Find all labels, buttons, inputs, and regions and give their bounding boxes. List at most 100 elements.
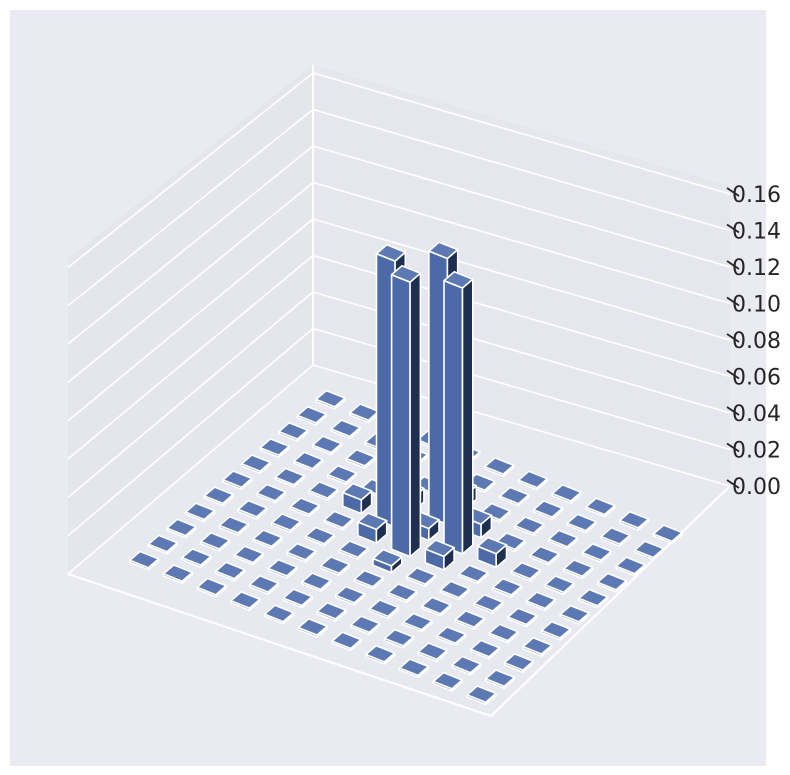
bar	[181, 548, 212, 569]
bar	[439, 580, 471, 601]
bar	[618, 510, 650, 531]
gridline-back	[312, 181, 731, 305]
bar	[222, 470, 253, 491]
bar-top-face	[600, 526, 631, 545]
bar-top-face	[529, 545, 560, 564]
bar	[491, 577, 523, 598]
bar-top-face	[338, 540, 369, 559]
bar	[436, 626, 467, 647]
z-tick	[726, 260, 740, 270]
bar-top-face	[491, 577, 523, 596]
bar-top-face	[368, 599, 400, 618]
bar	[451, 655, 482, 676]
bar	[341, 482, 373, 515]
bar-side-face	[461, 278, 474, 555]
z-tick-label: 0.12	[732, 256, 781, 281]
gridline-left	[67, 254, 314, 460]
bar-top-face	[341, 482, 373, 501]
bar	[473, 593, 504, 614]
bar-top-face	[522, 636, 553, 655]
bar	[405, 567, 437, 588]
bar	[540, 620, 572, 641]
bar	[252, 529, 283, 550]
bar	[469, 639, 501, 660]
bar-top-face	[517, 470, 549, 489]
z-tick-label: 0.04	[732, 402, 781, 427]
bar	[532, 500, 564, 521]
bar-top-face	[218, 515, 249, 534]
bar	[365, 644, 396, 665]
bar-top-face	[466, 685, 497, 704]
bar-top-face	[278, 421, 309, 440]
bar	[345, 448, 376, 469]
bar	[200, 531, 231, 552]
bar	[147, 534, 178, 555]
z-tick-label: 0.16	[732, 183, 781, 208]
bar	[417, 642, 448, 663]
bar-top-face	[398, 658, 430, 677]
bar-top-face	[301, 572, 332, 591]
bar	[443, 270, 474, 555]
bar	[330, 419, 361, 440]
bar	[326, 464, 358, 485]
floor-edge-right	[490, 485, 731, 717]
bar-top-face	[551, 483, 582, 502]
bar-top-face	[323, 510, 354, 529]
z-tick-label: 0.02	[732, 439, 781, 464]
bar-top-face	[203, 486, 234, 505]
bar	[581, 543, 613, 564]
bar	[255, 483, 287, 504]
bar-top-face	[454, 610, 486, 628]
z-tick-label: 0.06	[732, 366, 781, 391]
bar	[248, 574, 280, 595]
bar-top-face	[353, 569, 384, 588]
bar	[424, 539, 455, 571]
bar-top-face	[330, 419, 361, 438]
gridline-back	[312, 108, 731, 232]
bar	[600, 526, 631, 547]
bar	[297, 617, 329, 638]
bar	[184, 502, 216, 523]
bar-top-face	[267, 558, 298, 577]
bar-top-face	[357, 512, 388, 531]
bar	[559, 604, 590, 625]
bar-top-face	[503, 653, 534, 671]
bar-top-face	[293, 451, 324, 470]
bar-front-face	[443, 279, 464, 555]
bar-top-face	[233, 545, 265, 564]
bar	[402, 612, 433, 633]
bar	[237, 499, 268, 520]
bar-top-face	[405, 567, 437, 585]
bar	[420, 596, 452, 617]
z-axis: 0.00 0.02 0.04 0.06 0.08 0.10 0.12 0.14 0.16	[726, 183, 781, 500]
bar	[488, 623, 519, 644]
bar	[230, 591, 261, 612]
bars	[129, 241, 684, 706]
bar	[315, 389, 346, 410]
gridline-left	[67, 145, 314, 345]
bar-side-face	[409, 272, 422, 558]
bar-top-face	[315, 389, 346, 408]
bar-top-face	[200, 531, 231, 550]
z-tick	[726, 442, 740, 453]
bar-top-face	[443, 270, 474, 289]
bar	[522, 636, 553, 657]
bar-top-face	[166, 518, 197, 537]
bar-top-face	[184, 502, 216, 521]
bar	[544, 575, 575, 596]
bar-front-face	[390, 273, 411, 558]
bar	[466, 685, 497, 706]
bar	[129, 550, 160, 571]
z-tick-label: 0.00	[732, 475, 781, 500]
bar-top-face	[566, 513, 597, 532]
gridline-left	[67, 291, 314, 498]
gridline-left	[67, 364, 314, 575]
bar-top-face	[581, 543, 613, 561]
gridline-left	[67, 72, 314, 269]
bar	[233, 545, 265, 566]
bar-top-face	[436, 626, 467, 645]
bar	[263, 604, 295, 625]
bar	[578, 588, 609, 609]
floor-edge-front	[67, 573, 492, 717]
